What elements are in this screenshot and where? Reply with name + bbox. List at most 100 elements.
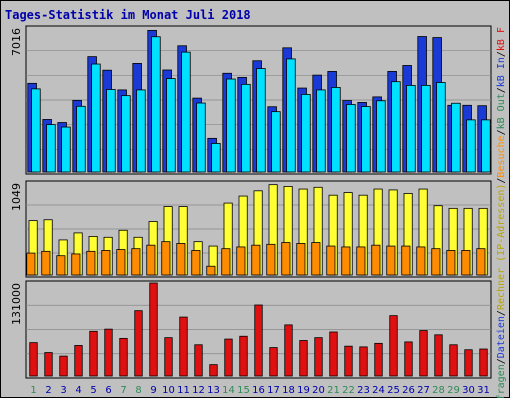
bar-besuche-day-29 bbox=[446, 250, 456, 276]
x-tick-label-day-23: 23 bbox=[357, 385, 370, 396]
chart-title: Tages-Statistik im Monat Juli 2018 bbox=[5, 8, 251, 22]
x-tick-label-day-28: 28 bbox=[432, 385, 445, 396]
x-tick-label-day-16: 16 bbox=[252, 385, 265, 396]
bar-dateien-day-1 bbox=[31, 88, 41, 173]
bar-kbf-day-15 bbox=[239, 335, 248, 377]
right-legend-item-9: / bbox=[496, 87, 507, 93]
bar-besuche-day-18 bbox=[281, 242, 291, 276]
right-legend-item-1: / bbox=[496, 358, 507, 364]
right-legend-text: Anfragen/Dateien/Rechner (IP-Adressen)/B… bbox=[496, 27, 507, 398]
bar-besuche-day-15 bbox=[236, 246, 246, 276]
panel-mid: 1049 bbox=[10, 180, 492, 278]
bar-dateien-day-18 bbox=[286, 58, 296, 173]
bar-besuche-day-8 bbox=[131, 248, 141, 276]
bar-besuche-day-11 bbox=[176, 243, 186, 276]
bar-kbf-day-17 bbox=[269, 347, 278, 377]
x-tick-label-day-15: 15 bbox=[237, 385, 250, 396]
x-tick-label-day-4: 4 bbox=[75, 385, 81, 396]
bar-kbf-day-11 bbox=[179, 316, 188, 377]
bar-dateien-day-11 bbox=[181, 51, 191, 173]
right-legend-item-5: / bbox=[496, 178, 507, 184]
bar-dateien-day-17 bbox=[271, 111, 281, 173]
bar-dateien-day-28 bbox=[436, 82, 446, 173]
bar-besuche-day-27 bbox=[416, 246, 426, 276]
bar-kbf-day-27 bbox=[419, 330, 428, 377]
x-tick-label-day-17: 17 bbox=[267, 385, 280, 396]
bar-dateien-day-22 bbox=[346, 104, 356, 173]
bar-kbf-day-20 bbox=[314, 337, 323, 377]
bar-kbf-day-16 bbox=[254, 304, 263, 377]
x-tick-label-day-22: 22 bbox=[342, 385, 355, 396]
bar-dateien-day-26 bbox=[406, 84, 416, 173]
right-legend: Anfragen/Dateien/Rechner (IP-Adressen)/B… bbox=[496, 27, 507, 398]
x-tick-label-day-18: 18 bbox=[282, 385, 295, 396]
x-tick-label-day-21: 21 bbox=[327, 385, 340, 396]
x-tick-label-day-1: 1 bbox=[30, 385, 36, 396]
bar-besuche-day-22 bbox=[341, 246, 351, 276]
x-tick-label-day-19: 19 bbox=[297, 385, 310, 396]
right-legend-item-12: kB F bbox=[496, 27, 507, 51]
bar-dateien-day-19 bbox=[301, 94, 311, 173]
bar-besuche-day-17 bbox=[266, 243, 276, 276]
bar-besuche-day-25 bbox=[386, 245, 396, 276]
right-legend-item-7: / bbox=[496, 129, 507, 135]
bar-dateien-day-15 bbox=[241, 83, 251, 173]
bar-kbf-day-1 bbox=[29, 342, 38, 377]
bar-dateien-day-16 bbox=[256, 68, 266, 173]
bar-kbf-day-3 bbox=[59, 355, 68, 377]
bar-besuche-day-20 bbox=[311, 242, 321, 276]
bar-kbf-day-26 bbox=[404, 341, 413, 377]
x-tick-label-day-31: 31 bbox=[477, 385, 490, 396]
bar-besuche-day-31 bbox=[476, 248, 486, 276]
x-tick-label-day-3: 3 bbox=[60, 385, 66, 396]
bar-dateien-day-5 bbox=[91, 63, 101, 173]
bar-dateien-day-20 bbox=[316, 89, 326, 173]
bar-kbf-day-18 bbox=[284, 324, 293, 377]
bar-dateien-day-8 bbox=[136, 89, 146, 173]
panel-top-ytick-label: 7016 bbox=[10, 28, 23, 56]
bar-besuche-day-16 bbox=[251, 244, 261, 276]
x-tick-label-day-9: 9 bbox=[150, 385, 156, 396]
bar-kbf-day-14 bbox=[224, 338, 233, 377]
bar-dateien-day-25 bbox=[391, 81, 401, 173]
bar-besuche-day-24 bbox=[371, 244, 381, 276]
x-tick-label-day-12: 12 bbox=[192, 385, 205, 396]
bar-besuche-day-1 bbox=[26, 252, 36, 276]
bar-dateien-day-21 bbox=[331, 87, 341, 173]
bar-kbf-day-22 bbox=[344, 345, 353, 377]
bar-dateien-day-13 bbox=[211, 143, 221, 173]
bar-kbf-day-21 bbox=[329, 331, 338, 377]
bar-besuche-day-10 bbox=[161, 241, 171, 276]
bar-dateien-day-9 bbox=[151, 36, 161, 173]
bar-kbf-day-13 bbox=[209, 364, 218, 377]
panel-top: 7016 bbox=[10, 25, 492, 175]
bar-kbf-day-12 bbox=[194, 344, 203, 377]
x-tick-label-day-5: 5 bbox=[90, 385, 96, 396]
bar-kbf-day-24 bbox=[374, 342, 383, 377]
right-legend-item-0: Anfragen bbox=[496, 364, 507, 398]
bar-kbf-day-10 bbox=[164, 337, 173, 377]
bar-kbf-day-25 bbox=[389, 315, 398, 377]
bar-dateien-day-2 bbox=[46, 124, 56, 173]
bar-besuche-day-23 bbox=[356, 246, 366, 276]
x-tick-label-day-10: 10 bbox=[162, 385, 175, 396]
x-tick-label-day-27: 27 bbox=[417, 385, 430, 396]
x-tick-label-day-7: 7 bbox=[120, 385, 126, 396]
bar-dateien-day-3 bbox=[61, 126, 71, 173]
panel-mid-ytick-label: 1049 bbox=[10, 183, 23, 211]
x-tick-label-day-11: 11 bbox=[177, 385, 190, 396]
bar-dateien-day-27 bbox=[421, 84, 431, 173]
bar-kbf-day-23 bbox=[359, 346, 368, 377]
bar-kbf-day-30 bbox=[464, 349, 473, 377]
x-tick-label-day-2: 2 bbox=[45, 385, 51, 396]
bar-kbf-day-31 bbox=[479, 348, 488, 377]
bar-dateien-day-23 bbox=[361, 106, 371, 173]
bar-kbf-day-8 bbox=[134, 310, 143, 377]
bar-kbf-day-2 bbox=[44, 352, 53, 377]
x-tick-label-day-14: 14 bbox=[222, 385, 235, 396]
x-tick-label-day-8: 8 bbox=[135, 385, 141, 396]
bar-kbf-day-19 bbox=[299, 340, 308, 377]
right-legend-item-2: Dateien bbox=[496, 316, 507, 358]
right-legend-item-11: / bbox=[496, 51, 507, 57]
